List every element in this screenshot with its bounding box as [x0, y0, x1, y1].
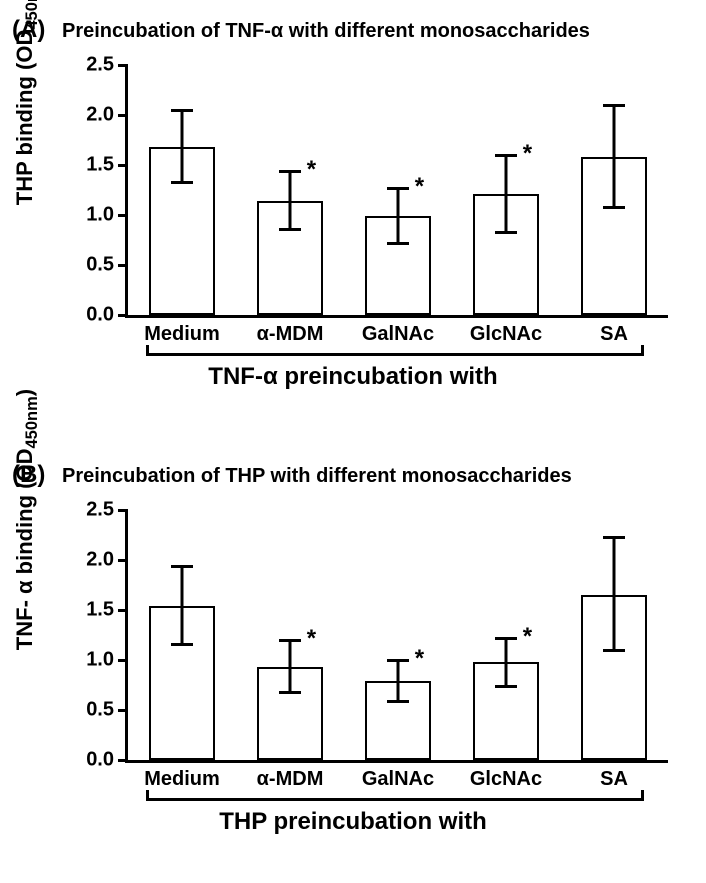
- panel-B: (B)Preincubation of THP with different m…: [0, 455, 706, 875]
- x-axis-title-A: TNF-α preincubation with: [0, 363, 706, 391]
- bar-Medium: [149, 147, 216, 315]
- x-tick-label: α-MDM: [257, 760, 324, 791]
- y-tick-label: 1.0: [86, 204, 128, 227]
- x-tick-label: Medium: [144, 760, 220, 791]
- x-tick-label: GlcNAc: [470, 315, 542, 346]
- panel-title-A: Preincubation of TNF-α with different mo…: [62, 20, 590, 43]
- bar-GlcNAc: [473, 194, 540, 315]
- bracket-tick: [146, 790, 149, 801]
- bar-α-MDM: [257, 201, 324, 315]
- bar-GlcNAc: [473, 662, 540, 760]
- bracket-tick: [641, 790, 644, 801]
- y-tick-label: 1.5: [86, 154, 128, 177]
- plot-area-A: 0.00.51.01.52.02.5Medium*α-MDM*GalNAc*Gl…: [125, 65, 668, 318]
- x-tick-label: GalNAc: [362, 315, 434, 346]
- bar-Medium: [149, 606, 216, 760]
- y-tick-label: 0.0: [86, 304, 128, 327]
- significance-marker: *: [415, 645, 424, 673]
- significance-marker: *: [523, 623, 532, 651]
- bar-GalNAc: [365, 681, 432, 760]
- x-tick-label: Medium: [144, 315, 220, 346]
- y-tick-label: 2.5: [86, 499, 128, 522]
- y-tick-label: 2.0: [86, 549, 128, 572]
- bracket-line: [148, 798, 643, 801]
- bracket-line: [148, 353, 643, 356]
- panel-title-B: Preincubation of THP with different mono…: [62, 465, 572, 488]
- y-tick-label: 0.5: [86, 254, 128, 277]
- bar-GalNAc: [365, 216, 432, 315]
- y-axis-title-B: TNF- α binding (OD450nm): [12, 626, 42, 650]
- x-tick-label: α-MDM: [257, 315, 324, 346]
- x-tick-label: SA: [600, 315, 628, 346]
- y-tick-label: 2.5: [86, 54, 128, 77]
- x-tick-label: SA: [600, 760, 628, 791]
- bracket-tick: [641, 345, 644, 356]
- significance-marker: *: [307, 156, 316, 184]
- x-axis-title-B: THP preincubation with: [0, 808, 706, 836]
- bracket-tick: [146, 345, 149, 356]
- figure-root: (A)Preincubation of TNF-α with different…: [0, 0, 706, 883]
- bar-SA: [581, 157, 648, 315]
- bar-α-MDM: [257, 667, 324, 760]
- y-axis-title-A: THP binding (OD450nm): [12, 181, 42, 205]
- y-tick-label: 0.5: [86, 699, 128, 722]
- y-tick-label: 0.0: [86, 749, 128, 772]
- x-tick-label: GalNAc: [362, 760, 434, 791]
- panel-A: (A)Preincubation of TNF-α with different…: [0, 10, 706, 430]
- significance-marker: *: [307, 625, 316, 653]
- y-tick-label: 1.0: [86, 649, 128, 672]
- y-tick-label: 2.0: [86, 104, 128, 127]
- significance-marker: *: [415, 173, 424, 201]
- plot-area-B: 0.00.51.01.52.02.5Medium*α-MDM*GalNAc*Gl…: [125, 510, 668, 763]
- significance-marker: *: [523, 140, 532, 168]
- y-tick-label: 1.5: [86, 599, 128, 622]
- bar-SA: [581, 595, 648, 760]
- x-tick-label: GlcNAc: [470, 760, 542, 791]
